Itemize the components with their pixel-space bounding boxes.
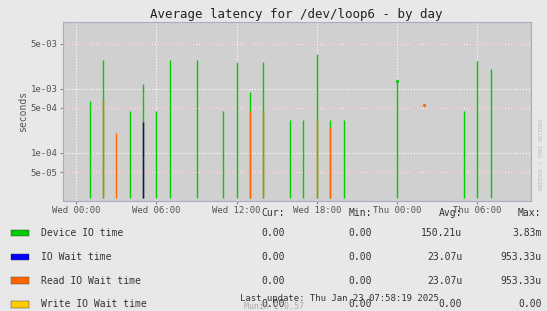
Text: IO Wait time: IO Wait time: [41, 252, 112, 262]
Text: RRDTOOL / TOBI OETIKER: RRDTOOL / TOBI OETIKER: [538, 118, 543, 190]
Text: Munin 2.0.57: Munin 2.0.57: [243, 302, 304, 311]
Bar: [11, 253, 29, 260]
Text: 0.00: 0.00: [261, 276, 284, 285]
Text: Read IO Wait time: Read IO Wait time: [41, 276, 141, 285]
Bar: [11, 230, 29, 236]
Text: Device IO time: Device IO time: [41, 228, 123, 238]
Text: 0.00: 0.00: [518, 299, 542, 309]
Text: 0.00: 0.00: [348, 299, 372, 309]
Y-axis label: seconds: seconds: [18, 91, 28, 132]
Text: 3.83m: 3.83m: [512, 228, 542, 238]
Text: 23.07u: 23.07u: [427, 252, 462, 262]
Text: Max:: Max:: [518, 208, 542, 218]
Text: Min:: Min:: [348, 208, 372, 218]
Text: 0.00: 0.00: [439, 299, 462, 309]
Text: 0.00: 0.00: [261, 252, 284, 262]
Text: 150.21u: 150.21u: [421, 228, 462, 238]
Bar: [11, 277, 29, 284]
Text: 0.00: 0.00: [261, 228, 284, 238]
Title: Average latency for /dev/loop6 - by day: Average latency for /dev/loop6 - by day: [150, 7, 443, 21]
Text: 23.07u: 23.07u: [427, 276, 462, 285]
Text: 0.00: 0.00: [348, 276, 372, 285]
Text: 953.33u: 953.33u: [501, 252, 542, 262]
Text: Last update: Thu Jan 23 07:58:19 2025: Last update: Thu Jan 23 07:58:19 2025: [240, 294, 439, 303]
Text: Avg:: Avg:: [439, 208, 462, 218]
Text: 0.00: 0.00: [348, 228, 372, 238]
Text: Write IO Wait time: Write IO Wait time: [41, 299, 147, 309]
Text: 953.33u: 953.33u: [501, 276, 542, 285]
Text: Cur:: Cur:: [261, 208, 284, 218]
Text: 0.00: 0.00: [348, 252, 372, 262]
Bar: [11, 301, 29, 308]
Text: 0.00: 0.00: [261, 299, 284, 309]
